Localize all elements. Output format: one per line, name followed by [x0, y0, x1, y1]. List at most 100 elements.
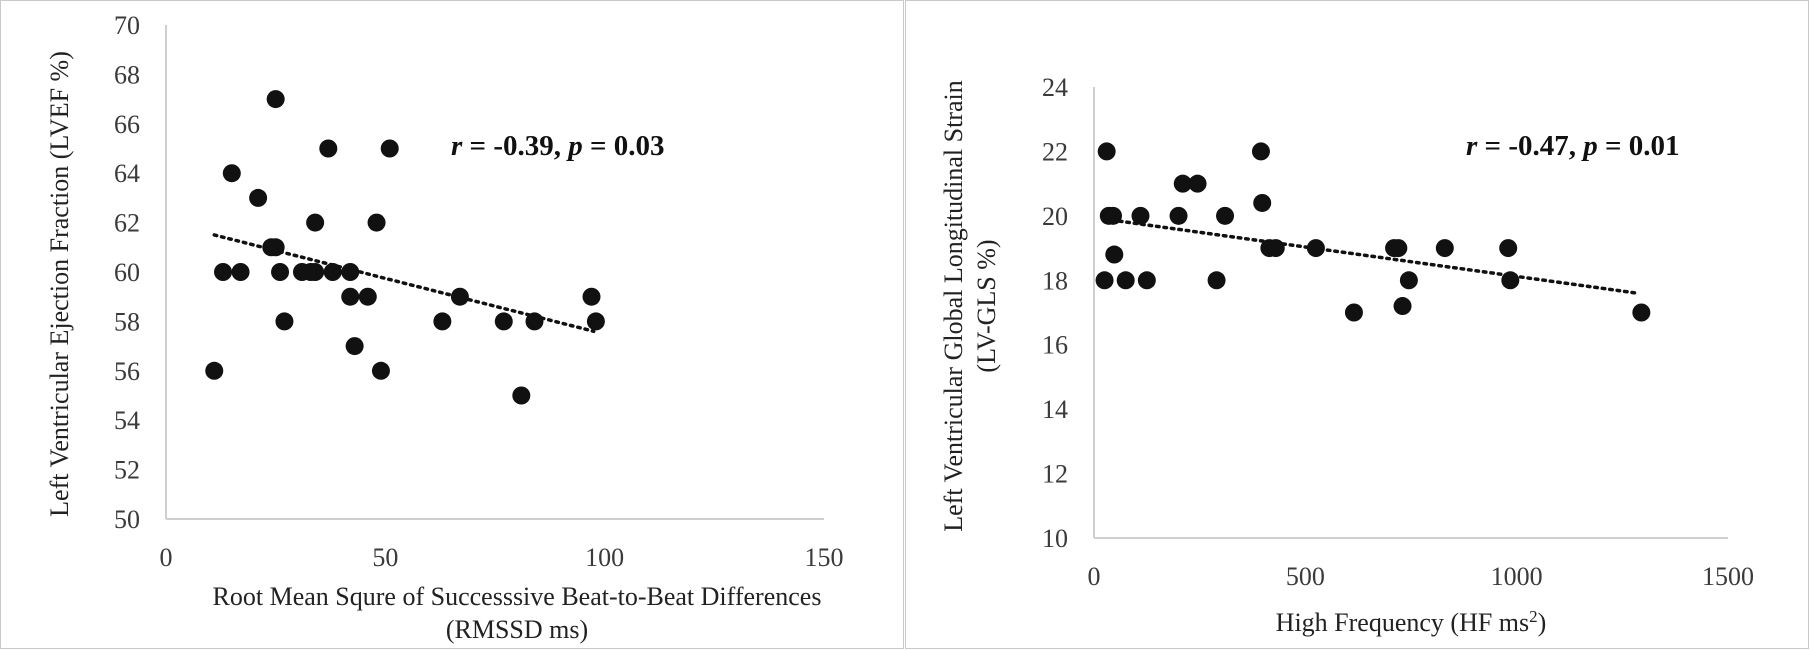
data-point	[1105, 245, 1124, 264]
y-axis-title: Left Ventricular Ejection Fraction (LVEF…	[45, 51, 74, 517]
data-point	[433, 312, 452, 331]
data-point	[345, 337, 364, 356]
data-point	[1306, 239, 1325, 258]
data-point	[214, 263, 233, 281]
x-axis-title-line-1: Root Mean Squre of Successsive Beat-to-B…	[213, 582, 822, 611]
data-point	[1251, 142, 1270, 161]
lvgls-vs-hf-scatter: 10 12 14 16 18 20 22 24 0 500 1000 1500 r = -0.47,…	[939, 73, 1755, 638]
data-point	[1389, 239, 1408, 258]
y-tick-label: 22	[1042, 137, 1068, 166]
data-point	[1188, 174, 1207, 193]
y-tick-label: 52	[114, 456, 140, 485]
x-tick-label: 1500	[1702, 562, 1754, 591]
x-tick-labels: 0 50 100 150	[160, 543, 844, 572]
axes	[1093, 87, 1728, 539]
y-tick-label: 66	[114, 110, 140, 139]
x-tick-label: 500	[1286, 562, 1325, 591]
data-point	[1137, 271, 1156, 290]
y-tick-label: 10	[1042, 524, 1068, 553]
data-point	[1266, 239, 1285, 258]
trendline-dotted	[1102, 217, 1639, 295]
data-point	[275, 312, 294, 331]
data-point	[1104, 206, 1123, 225]
data-point	[271, 263, 290, 281]
x-tick-label: 0	[1088, 562, 1101, 591]
data-point	[1632, 303, 1651, 322]
y-tick-label: 56	[114, 357, 140, 386]
x-tick-label: 150	[805, 543, 844, 572]
y-tick-label: 18	[1042, 266, 1068, 295]
data-point	[231, 263, 250, 281]
x-tick-labels: 0 500 1000 1500	[1088, 562, 1755, 591]
x-axis-title-line-2: (RMSSD ms)	[446, 615, 588, 644]
data-point	[306, 263, 325, 281]
data-point	[586, 312, 605, 331]
data-point	[266, 238, 285, 257]
y-tick-label: 62	[114, 209, 140, 238]
y-tick-label: 50	[114, 505, 140, 534]
data-point	[205, 361, 224, 380]
x-tick-label: 100	[585, 543, 624, 572]
data-points	[205, 90, 605, 405]
data-point	[1173, 174, 1192, 193]
data-points	[1095, 142, 1651, 322]
lvef-vs-rmssd-scatter: 50 52 54 56 58 60 62 64 66 68 70 0 50 100 150 r = -0.…	[45, 11, 844, 644]
data-point	[367, 213, 386, 232]
correlation-annotation: r = -0.47, p = 0.01	[1466, 130, 1680, 162]
data-point	[1501, 271, 1520, 290]
data-point	[1253, 193, 1272, 212]
data-point	[582, 287, 601, 306]
y-tick-label: 70	[114, 11, 140, 40]
data-point	[1435, 239, 1454, 258]
left-chart-panel: 50 52 54 56 58 60 62 64 66 68 70 0 50 100 150 r = -0.…	[0, 0, 904, 649]
data-point	[494, 312, 513, 331]
data-point	[1344, 303, 1363, 322]
data-point	[1095, 271, 1114, 290]
data-point	[380, 139, 399, 158]
x-tick-label: 1000	[1491, 562, 1543, 591]
y-tick-label: 16	[1042, 331, 1068, 360]
x-tick-label: 50	[372, 543, 398, 572]
y-axis-title-line-2: (LV-GLS %)	[972, 239, 1001, 372]
data-point	[450, 287, 469, 306]
axes	[165, 25, 824, 520]
data-point	[222, 164, 241, 183]
y-tick-label: 68	[114, 60, 140, 89]
y-tick-label: 12	[1042, 460, 1068, 489]
y-axis-title-line-1: Left Ventricular Global Longitudinal Str…	[939, 80, 968, 532]
data-point	[1116, 271, 1135, 290]
data-point	[1393, 297, 1412, 316]
correlation-annotation: r = -0.39, p = 0.03	[451, 130, 665, 162]
data-point	[371, 361, 390, 380]
x-axis-title: High Frequency (HF ms2)	[1276, 607, 1547, 638]
data-point	[1097, 142, 1116, 161]
data-point	[512, 386, 531, 405]
trendline	[1102, 217, 1639, 295]
y-tick-label: 60	[114, 258, 140, 287]
y-tick-labels: 50 52 54 56 58 60 62 64 66 68 70	[114, 11, 140, 534]
y-tick-label: 54	[114, 406, 140, 435]
data-point	[266, 90, 285, 109]
y-tick-label: 64	[114, 159, 140, 188]
y-tick-label: 14	[1042, 395, 1068, 424]
data-point	[249, 188, 268, 207]
data-point	[1169, 206, 1188, 225]
data-point	[1399, 271, 1418, 290]
y-tick-labels: 10 12 14 16 18 20 22 24	[1042, 73, 1068, 553]
data-point	[341, 263, 360, 281]
data-point	[1131, 206, 1150, 225]
data-point	[341, 287, 360, 306]
y-tick-label: 20	[1042, 202, 1068, 231]
data-point	[525, 312, 544, 331]
data-point	[1499, 239, 1518, 258]
data-point	[1216, 206, 1235, 225]
x-tick-label: 0	[160, 543, 173, 572]
y-tick-label: 58	[114, 307, 140, 336]
right-chart-panel: 10 12 14 16 18 20 22 24 0 500 1000 1500 r = -0.47,…	[905, 0, 1809, 649]
data-point	[358, 287, 377, 306]
data-point	[319, 139, 338, 158]
data-point	[306, 213, 325, 232]
y-tick-label: 24	[1042, 73, 1068, 102]
data-point	[1207, 271, 1226, 290]
data-point	[323, 263, 342, 281]
